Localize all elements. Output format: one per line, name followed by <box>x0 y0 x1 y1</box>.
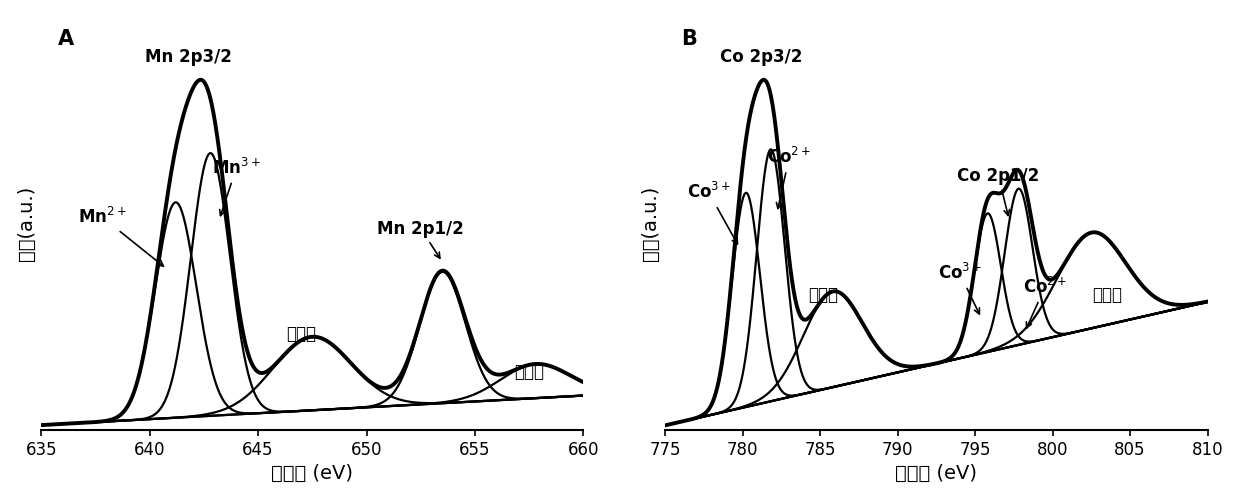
Text: Co 2p3/2: Co 2p3/2 <box>720 48 802 66</box>
Text: Mn$^{3+}$: Mn$^{3+}$ <box>212 158 260 216</box>
Text: Co$^{2+}$: Co$^{2+}$ <box>768 148 811 208</box>
Text: Mn$^{2+}$: Mn$^{2+}$ <box>78 207 164 266</box>
Text: Co 2p1/2: Co 2p1/2 <box>957 167 1039 216</box>
Text: 卫星峰: 卫星峰 <box>808 286 838 304</box>
Text: Mn 2p1/2: Mn 2p1/2 <box>377 220 464 258</box>
Text: B: B <box>682 29 697 49</box>
Text: 卫星峰: 卫星峰 <box>1092 286 1122 304</box>
Text: Co$^{3+}$: Co$^{3+}$ <box>937 263 982 314</box>
X-axis label: 结合能 (eV): 结合能 (eV) <box>895 464 977 483</box>
Text: Mn 2p3/2: Mn 2p3/2 <box>145 48 232 66</box>
Text: Co$^{2+}$: Co$^{2+}$ <box>1023 277 1066 328</box>
Y-axis label: 强度(a.u.): 强度(a.u.) <box>16 186 36 261</box>
X-axis label: 结合能 (eV): 结合能 (eV) <box>272 464 353 483</box>
Text: A: A <box>57 29 73 49</box>
Text: 卫星峰: 卫星峰 <box>286 324 316 342</box>
Text: Co$^{3+}$: Co$^{3+}$ <box>687 182 738 244</box>
Y-axis label: 强度(a.u.): 强度(a.u.) <box>641 186 660 261</box>
Text: 卫星峰: 卫星峰 <box>515 364 544 382</box>
